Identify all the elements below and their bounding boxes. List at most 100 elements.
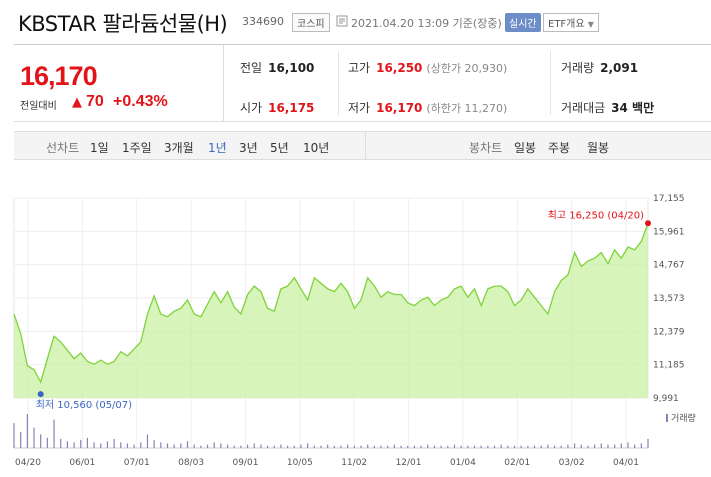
volume-bar (367, 444, 369, 448)
volume: 거래량 2,091 (561, 59, 638, 76)
volume-bar (527, 445, 529, 448)
volume-bar (186, 441, 189, 448)
volume-bar (307, 443, 309, 448)
trade-amount-label: 거래대금 (561, 101, 606, 115)
volume-bar (246, 444, 249, 448)
price-box: 16,170 전일대비 ▲ 70 +0.43% (14, 45, 224, 122)
day-high: 고가 16,250 (상한가 20,930) (348, 59, 507, 76)
x-tick-label: 10/05 (287, 458, 313, 468)
volume-bar (620, 443, 622, 448)
tab-weekly[interactable]: 주봉 (548, 141, 571, 155)
prev-close-label: 전일 (240, 61, 263, 75)
volume-bar (100, 443, 102, 448)
day-low-label: 저가 (348, 101, 371, 115)
volume-bar (226, 444, 229, 448)
tab-5y[interactable]: 5년 (270, 141, 289, 155)
volume-bar (493, 445, 496, 448)
y-tick-label: 15,961 (653, 227, 685, 237)
volume-bar (267, 445, 269, 448)
volume-bar (200, 445, 202, 448)
price-chart[interactable]: 17,155 15,961 14,767 13,573 12,379 11,185 9,99… (0, 190, 711, 477)
chevron-down-icon: ▼ (587, 20, 594, 29)
volume-bar (293, 445, 295, 448)
volume-bar (313, 445, 315, 448)
volume-bar (253, 443, 255, 448)
volume-bar (600, 443, 602, 448)
volume-bar (640, 443, 642, 448)
tab-3y[interactable]: 3년 (239, 141, 258, 155)
volume-bar (507, 445, 509, 448)
volume-bar (487, 445, 489, 448)
volume-bar (513, 445, 516, 448)
volume-bar (73, 442, 75, 448)
etf-overview-dropdown[interactable]: ETF개요 ▼ (543, 13, 599, 32)
tab-3m[interactable]: 3개월 (164, 141, 194, 155)
high-annotation: 최고 16,250 (04/20) (548, 209, 644, 221)
volume-bar (180, 443, 182, 448)
volume-bar (13, 423, 15, 448)
volume-bar (333, 445, 335, 448)
volume-value: 2,091 (600, 61, 639, 75)
volume-legend-swatch (666, 414, 668, 422)
realtime-button[interactable]: 실시간 (505, 13, 541, 32)
day-high-label: 고가 (348, 61, 371, 75)
volume-bar (460, 445, 462, 448)
volume-bar (173, 444, 175, 448)
x-tick-label: 03/02 (559, 458, 585, 468)
volume-bar (420, 445, 422, 448)
y-tick-label: 17,155 (653, 194, 685, 204)
day-high-value: 16,250 (376, 61, 423, 75)
etf-overview-label: ETF개요 (548, 19, 585, 30)
y-tick-label: 13,573 (653, 294, 685, 304)
volume-bar (500, 444, 502, 448)
volume-bar (560, 445, 562, 448)
x-tick-label: 04/20 (15, 458, 41, 468)
tab-10y[interactable]: 10년 (303, 141, 330, 155)
volume-bar (340, 445, 342, 448)
change-label: 전일대비 (20, 101, 57, 112)
volume-bar (614, 444, 616, 448)
volume-bar (153, 440, 155, 448)
tab-1y[interactable]: 1년 (208, 141, 227, 155)
volume-bar (467, 445, 469, 448)
volume-bar (573, 443, 576, 448)
volume-bar (287, 445, 289, 448)
candle-chart-label: 봉차트 (469, 141, 503, 155)
day-low-value: 16,170 (376, 101, 423, 115)
volume-bar (327, 444, 329, 448)
x-tick-label: 09/01 (232, 458, 258, 468)
change-value: 70 (86, 93, 104, 110)
volume-bar (453, 444, 456, 448)
stock-title: KBSTAR 팔라듐선물(H) (18, 12, 228, 36)
volume-bar (427, 444, 429, 448)
volume-bar (393, 444, 395, 448)
trade-amount: 거래대금 34 백만 (561, 99, 654, 116)
y-tick-label: 11,185 (653, 361, 685, 371)
volume-bar (634, 444, 636, 448)
volume-bar (373, 445, 375, 448)
low-marker (37, 391, 44, 398)
volume-bar (93, 442, 95, 448)
y-tick-label: 14,767 (653, 261, 685, 271)
volume-bar (547, 444, 549, 448)
volume-bar (533, 445, 536, 448)
volume-label: 거래량 (561, 61, 595, 75)
tab-1w[interactable]: 1주일 (122, 141, 152, 155)
volume-bar (260, 444, 262, 448)
day-low: 저가 16,170 (하한가 11,270) (348, 99, 507, 116)
volume-bar (407, 445, 409, 448)
tab-monthly[interactable]: 월봉 (587, 141, 610, 155)
volume-bar (473, 445, 476, 448)
open-price-value: 16,175 (268, 101, 315, 115)
volume-bar (347, 444, 349, 448)
volume-bar (440, 445, 442, 448)
volume-bar (26, 414, 28, 448)
volume-bar (400, 445, 402, 448)
tab-1d[interactable]: 1일 (90, 141, 109, 155)
x-tick-label: 07/01 (124, 458, 150, 468)
tab-daily[interactable]: 일봉 (514, 141, 537, 155)
volume-bar (233, 445, 235, 448)
volume-bar (594, 444, 596, 448)
volume-bar (126, 443, 129, 448)
period-tabs: 선차트 1일 1주일 3개월 1년 3년 5년 10년 봉차트 일봉 주봉 월봉 (14, 131, 711, 160)
